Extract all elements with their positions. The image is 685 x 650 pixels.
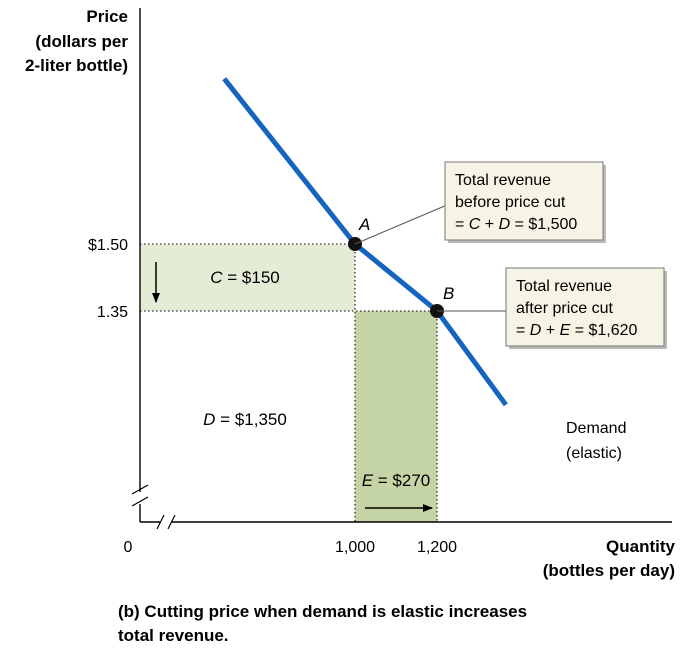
y-axis-label-line-3: 2-liter bottle) <box>25 56 128 75</box>
callout-a-line-2: before price cut <box>455 194 566 211</box>
y-axis-break-2 <box>131 496 149 507</box>
area-label-d: D = $1,350 <box>203 410 287 429</box>
callout-b-line-3: = D + E = $1,620 <box>516 322 638 339</box>
area-e <box>355 311 437 522</box>
area-label-c: C = $150 <box>210 268 279 287</box>
y-tick-1-5: $1.50 <box>88 237 128 254</box>
y-axis-label-line-1: Price <box>86 7 128 26</box>
callout-b-line-2: after price cut <box>516 300 613 317</box>
callout-a-line-1: Total revenue <box>455 172 551 189</box>
caption-line-2: total revenue. <box>118 626 229 645</box>
demand-label-line-2: (elastic) <box>566 445 622 462</box>
demand-label-line-1: Demand <box>566 420 626 437</box>
demand-curve <box>222 77 508 407</box>
x-axis-break-1 <box>156 514 165 530</box>
y-axis-label-line-2: (dollars per <box>35 32 128 51</box>
revenue-areas <box>141 244 437 522</box>
callout-a-line-3: = C + D = $1,500 <box>455 216 577 233</box>
origin-label: 0 <box>124 539 133 556</box>
point-label-a: A <box>358 215 370 234</box>
area-label-e: E = $270 <box>362 471 431 490</box>
labels-layer: C = $150 D = $1,350 E = $270 Price (dollars … <box>25 7 675 645</box>
x-tick-1200: 1,200 <box>417 539 457 556</box>
point-label-b: B <box>443 284 454 303</box>
caption-line-1: (b) Cutting price when demand is elastic… <box>118 602 527 621</box>
y-tick-1-35: 1.35 <box>97 304 128 321</box>
axes <box>131 8 672 530</box>
callout-b-line-1: Total revenue <box>516 278 612 295</box>
x-axis-label-line-2: (bottles per day) <box>543 561 675 580</box>
callouts-layer: Total revenue before price cut = C + D = $… <box>354 161 667 349</box>
x-axis-break-2 <box>167 514 176 530</box>
guide-lines <box>140 243 438 522</box>
callout-leader-a <box>354 204 448 245</box>
x-tick-1000: 1,000 <box>335 539 375 556</box>
x-axis-label-line-1: Quantity <box>606 537 675 556</box>
callout-box-b <box>505 267 665 347</box>
callout-box-a <box>444 161 604 241</box>
area-c <box>141 244 355 311</box>
y-axis-break-1 <box>131 484 149 495</box>
